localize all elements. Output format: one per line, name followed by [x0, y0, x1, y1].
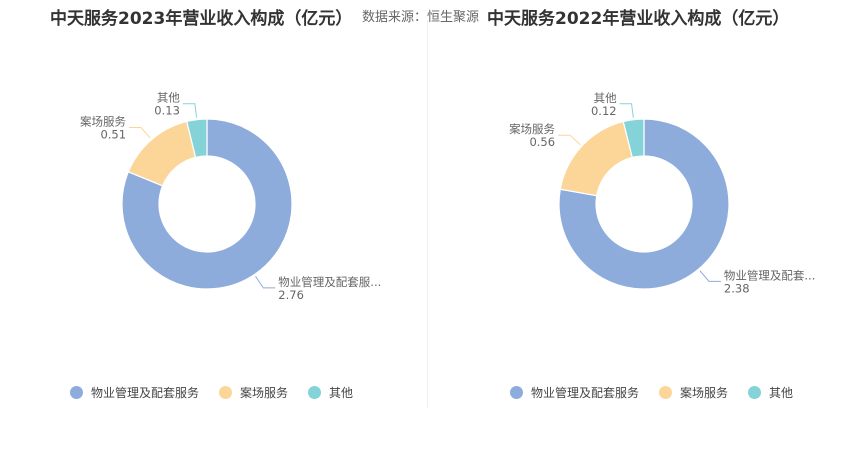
legend-2022: 物业管理及配套服务 案场服务 其他: [510, 384, 813, 401]
slice-value-label: 2.38: [724, 281, 750, 295]
label-leader-line: [699, 270, 721, 282]
donut-slice[interactable]: [186, 118, 208, 159]
legend-marker: [70, 386, 83, 399]
slice-value-label: 2.76: [278, 288, 304, 302]
donut-slice[interactable]: [127, 120, 197, 187]
label-leader-line: [182, 103, 198, 118]
slice-value-label: 0.12: [591, 104, 617, 118]
chart-title-2022: 中天服务2022年营业收入构成（亿元）: [487, 9, 790, 29]
legend-item[interactable]: 案场服务: [659, 384, 728, 401]
legend-marker: [308, 386, 322, 399]
donut-slice[interactable]: [622, 118, 645, 159]
legend-label: 案场服务: [680, 386, 729, 400]
donut-slice[interactable]: [558, 118, 730, 290]
legend-item[interactable]: 案场服务: [219, 384, 288, 401]
panel-divider: [427, 20, 428, 408]
legend-item[interactable]: 其他: [748, 384, 793, 401]
label-leader-line: [129, 127, 151, 139]
legend-marker: [219, 386, 233, 399]
legend-marker: [510, 386, 523, 399]
slice-category-label: 其他: [594, 91, 617, 105]
donut-slice[interactable]: [121, 118, 293, 290]
legend-item[interactable]: 其他: [308, 384, 353, 401]
slice-category-label: 物业管理及配套...: [724, 268, 815, 282]
legend-label: 其他: [769, 386, 794, 400]
slice-category-label: 物业管理及配套服...: [278, 275, 381, 289]
legend-label: 物业管理及配套服务: [531, 386, 640, 400]
slice-category-label: 案场服务: [80, 115, 126, 129]
legend-label: 案场服务: [240, 386, 289, 400]
legend-label: 其他: [329, 386, 354, 400]
slice-value-label: 0.56: [529, 135, 555, 149]
legend-item[interactable]: 物业管理及配套服务: [510, 384, 639, 401]
data-source: 数据来源：恒生聚源: [362, 10, 480, 25]
legend-marker: [748, 386, 762, 399]
label-leader-line: [558, 134, 581, 146]
slice-value-label: 0.13: [154, 104, 180, 118]
legend-2023: 物业管理及配套服务 案场服务 其他: [70, 384, 373, 401]
legend-marker: [659, 386, 673, 399]
legend-item[interactable]: 物业管理及配套服务: [70, 384, 199, 401]
label-leader-line: [255, 275, 276, 289]
chart-title-2023: 中天服务2023年营业收入构成（亿元）: [50, 9, 353, 29]
slice-category-label: 案场服务: [509, 122, 555, 136]
legend-label: 物业管理及配套服务: [91, 386, 200, 400]
donut-slice[interactable]: [559, 120, 634, 197]
slice-category-label: 其他: [157, 91, 180, 105]
slice-value-label: 0.51: [100, 128, 126, 142]
label-leader-line: [619, 103, 634, 118]
